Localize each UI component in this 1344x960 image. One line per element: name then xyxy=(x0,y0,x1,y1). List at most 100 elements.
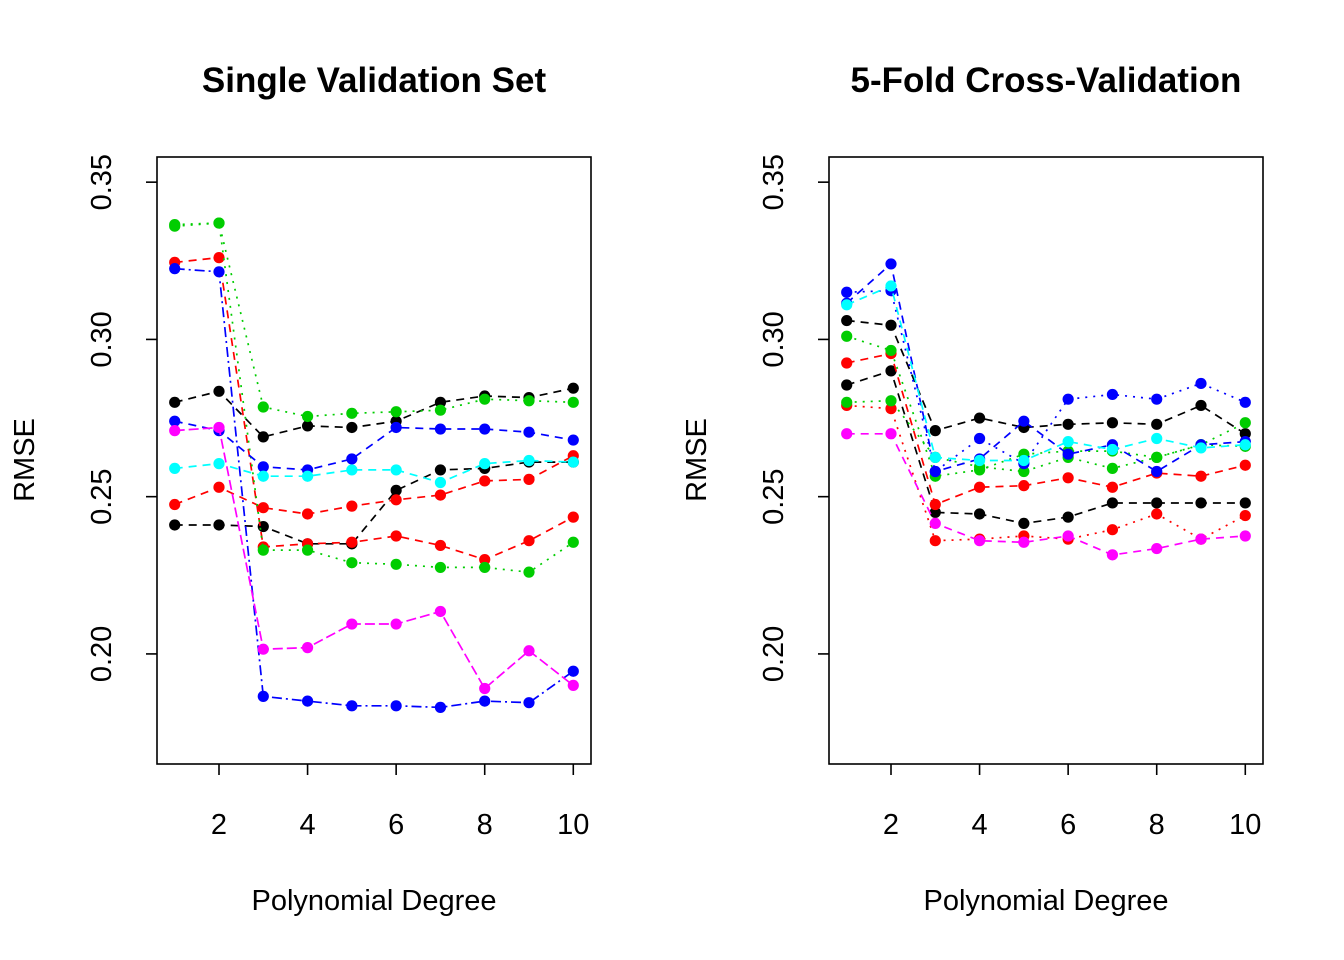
data-point xyxy=(523,645,535,657)
data-point xyxy=(434,396,447,408)
y-axis-label: RMSE xyxy=(681,418,713,502)
y-tick-label: 0.30 xyxy=(86,311,118,367)
data-point xyxy=(1018,480,1030,492)
data-point xyxy=(973,412,986,424)
data-point xyxy=(390,464,402,476)
data-point xyxy=(567,456,579,468)
data-point xyxy=(434,539,447,552)
data-point xyxy=(841,330,853,342)
data-point xyxy=(1151,393,1163,405)
data-point xyxy=(1239,417,1251,429)
series-line xyxy=(846,369,1246,525)
data-point xyxy=(567,679,579,691)
y-tick-label: 0.25 xyxy=(86,468,118,524)
data-point xyxy=(1195,533,1207,545)
data-point xyxy=(1062,511,1074,523)
data-point xyxy=(390,421,402,434)
data-point xyxy=(434,605,447,618)
data-point xyxy=(1106,549,1119,561)
x-tick-label: 10 xyxy=(1229,809,1261,841)
data-point xyxy=(346,407,358,419)
series-group xyxy=(841,258,1251,561)
data-point xyxy=(841,357,853,369)
data-point xyxy=(885,428,897,440)
data-point xyxy=(257,461,269,473)
data-point xyxy=(523,395,535,407)
series-line xyxy=(846,319,1246,435)
data-point xyxy=(567,665,579,677)
data-point xyxy=(841,396,853,408)
axis-ticks: 2 4 6 8 10 0.20 0.25 0.30 0.35 xyxy=(758,154,1261,841)
data-point xyxy=(929,425,941,437)
x-tick-label: 8 xyxy=(1149,809,1165,841)
data-point xyxy=(523,566,535,578)
data-point xyxy=(1195,470,1207,482)
x-tick-label: 6 xyxy=(1060,809,1076,841)
data-point xyxy=(479,393,491,405)
data-point xyxy=(523,535,535,547)
series-line xyxy=(846,399,1246,473)
data-point xyxy=(1239,509,1251,522)
x-tick-label: 10 xyxy=(557,809,589,841)
series-line xyxy=(174,426,574,690)
data-point xyxy=(885,403,897,415)
x-tick-label: 2 xyxy=(211,809,227,841)
data-point xyxy=(479,553,491,566)
chart-title: Single Validation Set xyxy=(202,61,547,100)
data-point xyxy=(434,489,447,501)
data-point xyxy=(390,618,402,630)
series-line xyxy=(174,455,574,515)
series-line xyxy=(174,222,574,418)
data-point xyxy=(929,498,941,511)
data-point xyxy=(1018,454,1030,467)
data-point xyxy=(213,421,225,434)
data-point xyxy=(973,481,986,493)
data-point xyxy=(301,410,314,423)
data-point xyxy=(479,423,491,435)
data-point xyxy=(885,319,897,331)
x-axis-label: Polynomial Degree xyxy=(923,885,1168,917)
data-point xyxy=(169,462,181,474)
data-point xyxy=(973,535,986,547)
data-point xyxy=(1106,497,1119,509)
data-point xyxy=(973,454,986,467)
y-tick-label: 0.20 xyxy=(758,626,790,682)
data-point xyxy=(885,280,897,292)
data-point xyxy=(841,314,853,327)
chart-title: 5-Fold Cross-Validation xyxy=(851,61,1242,100)
data-point xyxy=(479,561,491,574)
data-point xyxy=(346,453,358,465)
data-point xyxy=(257,431,269,443)
data-point xyxy=(1151,418,1163,430)
data-point xyxy=(1018,415,1030,427)
data-point xyxy=(841,379,853,391)
data-point xyxy=(1239,396,1251,408)
data-point xyxy=(841,428,853,440)
axis-ticks: 2 4 6 8 10 0.20 0.25 0.30 0.35 xyxy=(86,154,589,841)
x-tick-label: 6 xyxy=(388,809,404,841)
data-point xyxy=(1195,399,1207,412)
plot-frame xyxy=(828,156,1264,765)
data-point xyxy=(567,396,579,408)
data-point xyxy=(1062,393,1074,405)
series-line xyxy=(174,256,574,561)
y-tick-label: 0.30 xyxy=(758,311,790,367)
data-point xyxy=(1106,462,1119,474)
data-point xyxy=(257,502,269,514)
data-point xyxy=(1062,436,1074,448)
series-line xyxy=(174,459,574,484)
data-point xyxy=(1151,508,1163,520)
data-point xyxy=(841,286,853,298)
x-tick-label: 2 xyxy=(883,809,899,841)
series-line xyxy=(846,262,1246,473)
data-point xyxy=(1151,497,1163,509)
data-point xyxy=(1018,536,1030,548)
data-point xyxy=(257,544,269,556)
data-point xyxy=(1151,432,1163,445)
y-tick-label: 0.35 xyxy=(86,154,118,210)
data-point xyxy=(434,701,447,713)
x-tick-label: 8 xyxy=(477,809,493,841)
data-point xyxy=(346,557,358,569)
data-point xyxy=(885,395,897,407)
data-point xyxy=(213,266,225,278)
